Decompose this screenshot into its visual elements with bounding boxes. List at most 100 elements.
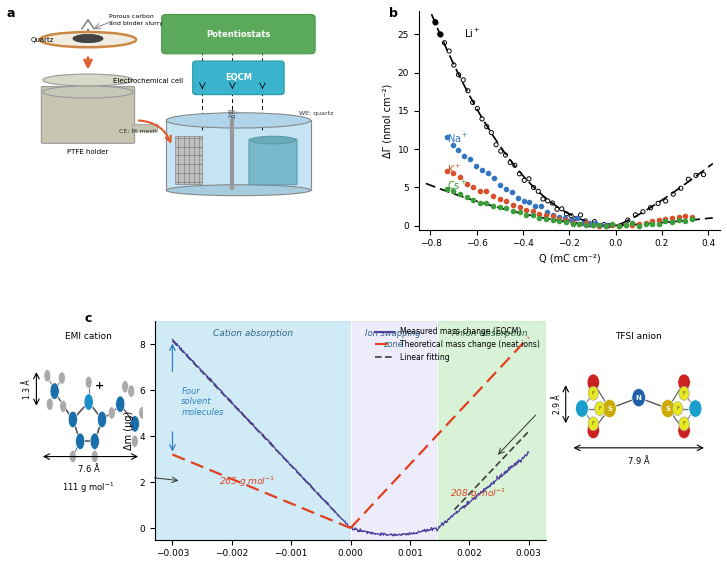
Point bbox=[565, 215, 577, 224]
Text: Four
solvent
molecules: Four solvent molecules bbox=[181, 387, 224, 416]
Point bbox=[645, 203, 656, 212]
Circle shape bbox=[632, 388, 646, 407]
Text: Na$^+$: Na$^+$ bbox=[446, 132, 468, 145]
Point bbox=[570, 214, 582, 223]
Point bbox=[481, 187, 492, 196]
Point bbox=[441, 167, 452, 176]
Circle shape bbox=[68, 411, 78, 428]
Text: 1.3 Å: 1.3 Å bbox=[23, 379, 32, 398]
Circle shape bbox=[661, 400, 675, 418]
Circle shape bbox=[44, 370, 51, 382]
Circle shape bbox=[90, 433, 100, 450]
Circle shape bbox=[60, 400, 67, 413]
Text: F: F bbox=[592, 391, 595, 396]
Point bbox=[659, 214, 671, 223]
Point bbox=[622, 216, 634, 225]
Point bbox=[514, 202, 526, 211]
Point bbox=[683, 175, 694, 184]
Ellipse shape bbox=[166, 113, 310, 128]
Text: F: F bbox=[683, 391, 686, 396]
Point bbox=[686, 212, 698, 221]
Point bbox=[614, 221, 626, 230]
Point bbox=[537, 194, 549, 203]
Point bbox=[673, 212, 685, 221]
Point bbox=[487, 191, 499, 200]
Text: Porous carbon: Porous carbon bbox=[109, 14, 154, 19]
Point bbox=[507, 206, 519, 215]
Point bbox=[476, 166, 488, 175]
Point bbox=[673, 216, 685, 225]
Point bbox=[521, 206, 532, 215]
Point bbox=[547, 216, 558, 225]
Point bbox=[574, 219, 585, 228]
Point bbox=[653, 216, 664, 225]
Point bbox=[633, 219, 645, 228]
Point bbox=[589, 219, 601, 228]
Point bbox=[476, 115, 488, 124]
Circle shape bbox=[139, 407, 145, 419]
Point bbox=[640, 218, 651, 227]
Point bbox=[646, 217, 658, 226]
Bar bbox=[350, 321, 437, 540]
Point bbox=[556, 205, 568, 214]
Point bbox=[690, 171, 702, 180]
Point bbox=[495, 147, 507, 156]
Point bbox=[566, 211, 577, 220]
FancyBboxPatch shape bbox=[175, 135, 202, 184]
Point bbox=[559, 213, 571, 222]
Point bbox=[441, 133, 452, 142]
Point bbox=[666, 214, 678, 223]
FancyBboxPatch shape bbox=[41, 87, 134, 143]
Circle shape bbox=[595, 402, 605, 415]
Point bbox=[474, 198, 486, 207]
Point bbox=[481, 122, 492, 131]
Text: Cs$^+$: Cs$^+$ bbox=[446, 179, 467, 192]
Text: 2.9 Å: 2.9 Å bbox=[553, 395, 563, 414]
Point bbox=[540, 214, 552, 223]
Point bbox=[575, 210, 587, 219]
Point bbox=[660, 197, 672, 206]
Point bbox=[447, 140, 459, 149]
Text: CE: Pt mesh: CE: Pt mesh bbox=[119, 129, 157, 134]
Point bbox=[523, 174, 535, 183]
Y-axis label: Δm (μg): Δm (μg) bbox=[124, 411, 134, 450]
Point bbox=[472, 104, 483, 113]
Text: EQCM: EQCM bbox=[225, 73, 252, 82]
Point bbox=[598, 220, 610, 229]
Text: 111 g mol$^{-1}$: 111 g mol$^{-1}$ bbox=[63, 481, 115, 495]
Point bbox=[494, 180, 506, 189]
Point bbox=[587, 221, 598, 230]
Point bbox=[561, 210, 572, 219]
Circle shape bbox=[576, 400, 588, 417]
Circle shape bbox=[50, 383, 60, 400]
Circle shape bbox=[108, 407, 115, 419]
Point bbox=[467, 183, 479, 192]
Ellipse shape bbox=[43, 86, 133, 98]
Point bbox=[470, 162, 482, 171]
Point bbox=[603, 221, 614, 230]
Text: b: b bbox=[389, 7, 398, 20]
Point bbox=[505, 158, 516, 167]
Point bbox=[448, 169, 459, 178]
Point bbox=[514, 169, 526, 178]
Circle shape bbox=[132, 435, 138, 447]
Point bbox=[534, 210, 545, 219]
Text: F: F bbox=[676, 406, 679, 411]
Point bbox=[551, 205, 563, 214]
Text: Potentiostats: Potentiostats bbox=[206, 30, 270, 39]
Text: TFSI anion: TFSI anion bbox=[615, 332, 662, 341]
Ellipse shape bbox=[43, 74, 133, 86]
Point bbox=[680, 212, 691, 221]
Point bbox=[534, 214, 545, 223]
Circle shape bbox=[588, 386, 598, 400]
Bar bbox=[155, 321, 350, 540]
Text: K$^+$: K$^+$ bbox=[446, 162, 462, 175]
Circle shape bbox=[116, 396, 125, 413]
Point bbox=[527, 206, 539, 215]
Point bbox=[487, 201, 499, 210]
Point bbox=[461, 192, 473, 201]
Point bbox=[518, 196, 529, 205]
Ellipse shape bbox=[73, 34, 103, 43]
Circle shape bbox=[130, 415, 140, 432]
Point bbox=[429, 17, 441, 26]
